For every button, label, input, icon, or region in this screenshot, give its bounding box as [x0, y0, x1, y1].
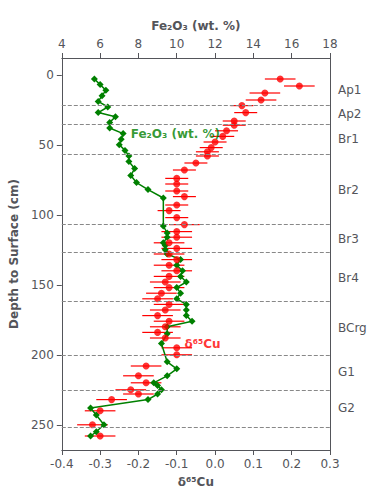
- svg-text:0.0: 0.0: [206, 457, 225, 471]
- svg-text:0.1: 0.1: [244, 457, 263, 471]
- svg-text:0.3: 0.3: [320, 457, 339, 471]
- svg-text:Br1: Br1: [338, 132, 359, 146]
- svg-text:δ⁶⁵Cu: δ⁶⁵Cu: [178, 475, 214, 489]
- svg-text:Br2: Br2: [338, 183, 359, 197]
- svg-text:-0.2: -0.2: [127, 457, 150, 471]
- svg-text:Depth to Surface (cm): Depth to Surface (cm): [7, 179, 21, 329]
- svg-text:Ap1: Ap1: [338, 83, 361, 97]
- svg-text:16: 16: [284, 37, 299, 51]
- svg-text:250: 250: [31, 418, 54, 432]
- svg-text:14: 14: [246, 37, 261, 51]
- svg-text:Br4: Br4: [338, 271, 359, 285]
- svg-text:-0.1: -0.1: [165, 457, 188, 471]
- svg-text:-0.3: -0.3: [88, 457, 111, 471]
- svg-text:0: 0: [46, 68, 54, 82]
- svg-text:δ⁶⁵Cu: δ⁶⁵Cu: [184, 337, 220, 351]
- svg-text:G2: G2: [338, 401, 355, 415]
- svg-text:0.2: 0.2: [282, 457, 301, 471]
- svg-text:-0.4: -0.4: [50, 457, 73, 471]
- svg-text:4: 4: [58, 37, 66, 51]
- svg-text:200: 200: [31, 348, 54, 362]
- svg-text:8: 8: [135, 37, 143, 51]
- svg-text:150: 150: [31, 278, 54, 292]
- svg-text:Fe₂O₃ (wt. %): Fe₂O₃ (wt. %): [151, 19, 240, 33]
- svg-text:50: 50: [39, 138, 54, 152]
- svg-text:Br3: Br3: [338, 232, 359, 246]
- svg-text:G1: G1: [338, 365, 355, 379]
- svg-text:Ap2: Ap2: [338, 107, 361, 121]
- svg-text:Fe₂O₃ (wt. %): Fe₂O₃ (wt. %): [131, 127, 220, 141]
- svg-text:12: 12: [207, 37, 222, 51]
- svg-text:10: 10: [169, 37, 184, 51]
- svg-text:6: 6: [96, 37, 104, 51]
- svg-text:100: 100: [31, 208, 54, 222]
- svg-text:18: 18: [322, 37, 337, 51]
- svg-text:BCrg: BCrg: [338, 321, 367, 335]
